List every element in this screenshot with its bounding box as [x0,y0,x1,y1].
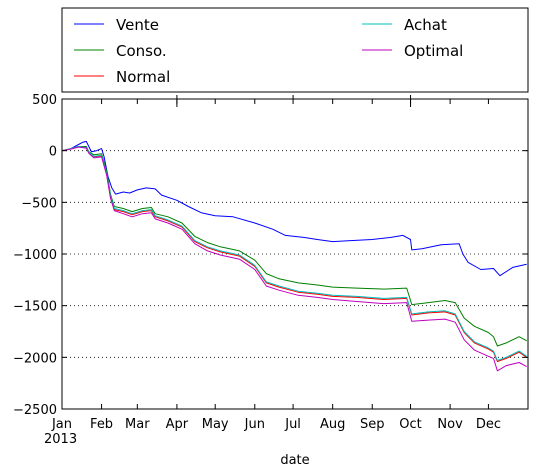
series-lines [61,140,527,372]
y-axis-tick-labels: 500 0 −500 −1000 −1500 −2000 −2500 [13,93,57,418]
x-tick-label: Feb [90,417,113,432]
legend-label-normal: Normal [116,68,170,86]
legend-frame [61,7,529,93]
y-tick-label: −2500 [13,403,57,418]
series-line-optimal [61,146,527,372]
x-tick-label: Mar [125,417,150,432]
x-axis-title: date [280,453,309,468]
legend-label-conso: Conso. [116,42,167,60]
legend-label-optimal: Optimal [404,42,463,60]
y-tick-label: −1500 [13,300,57,315]
y-tick-label: −1000 [13,248,57,263]
x-tick-label: Nov [437,417,463,432]
y-tick-label: −2000 [13,351,57,366]
x-tick-label: Jul [284,417,301,432]
x-tick-label: Sep [360,417,385,432]
y-tick-label: 500 [32,93,57,108]
y-tick-label: 0 [49,145,57,160]
series-line-vente [61,140,527,277]
x-tick-label: Jan [51,417,72,432]
x-axis-tick-labels: Jan Feb Mar Apr May Jun Jul Aug Sep Oct Nov Dec [51,417,501,432]
x-tick-label: May [202,417,229,432]
x-tick-label: Dec [476,417,501,432]
series-line-conso [61,146,527,347]
series-line-achat [61,146,527,361]
x-axis-year-label: 2013 [44,432,77,447]
gridlines [62,150,528,358]
x-tick-label: Aug [320,417,345,432]
x-tick-label: Oct [399,417,421,432]
x-tick-label: Jun [244,417,265,432]
axis-ticks [61,95,528,410]
legend-label-vente: Vente [116,16,159,34]
y-tick-label: −500 [21,196,57,211]
x-tick-label: Apr [166,417,189,432]
legend: Vente Conso. Normal Achat Optimal [61,7,529,93]
legend-label-achat: Achat [404,16,447,34]
